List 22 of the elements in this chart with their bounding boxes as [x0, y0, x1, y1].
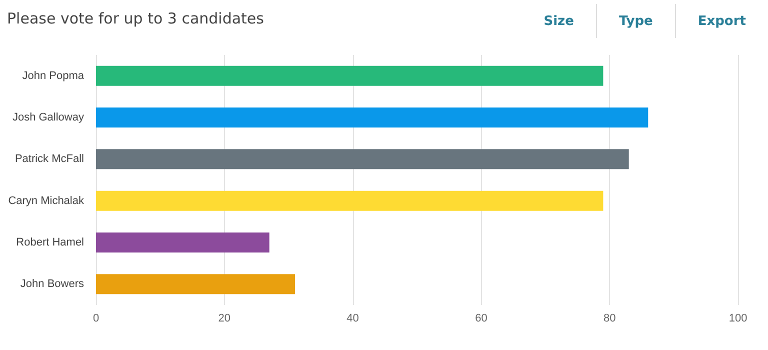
y-tick-label: John Popma	[22, 70, 85, 82]
y-tick-label: Patrick McFall	[14, 153, 84, 166]
x-tick-label: 40	[346, 312, 359, 324]
x-tick-label: 20	[218, 312, 231, 324]
text: Type	[596, 4, 675, 38]
chart-title: Please vote for up to 3 candidates	[7, 10, 264, 28]
text: Size	[542, 12, 575, 30]
bar	[96, 149, 629, 170]
y-tick-label: Josh Galloway	[12, 112, 84, 124]
y-tick-label: Caryn Michalak	[8, 194, 84, 207]
text: Export	[674, 4, 768, 38]
bar	[96, 232, 270, 252]
bar	[96, 108, 648, 128]
x-tick-label: 60	[475, 312, 488, 324]
bar	[96, 66, 604, 86]
x-tick-label: 0	[92, 312, 100, 324]
bar	[96, 190, 604, 211]
y-tick-label: John Bowers	[20, 278, 84, 290]
y-tick-label: Robert Hamel	[16, 236, 84, 248]
bar	[96, 274, 296, 294]
x-tick-label: 100	[728, 312, 748, 324]
x-tick-label: 80	[603, 312, 616, 324]
